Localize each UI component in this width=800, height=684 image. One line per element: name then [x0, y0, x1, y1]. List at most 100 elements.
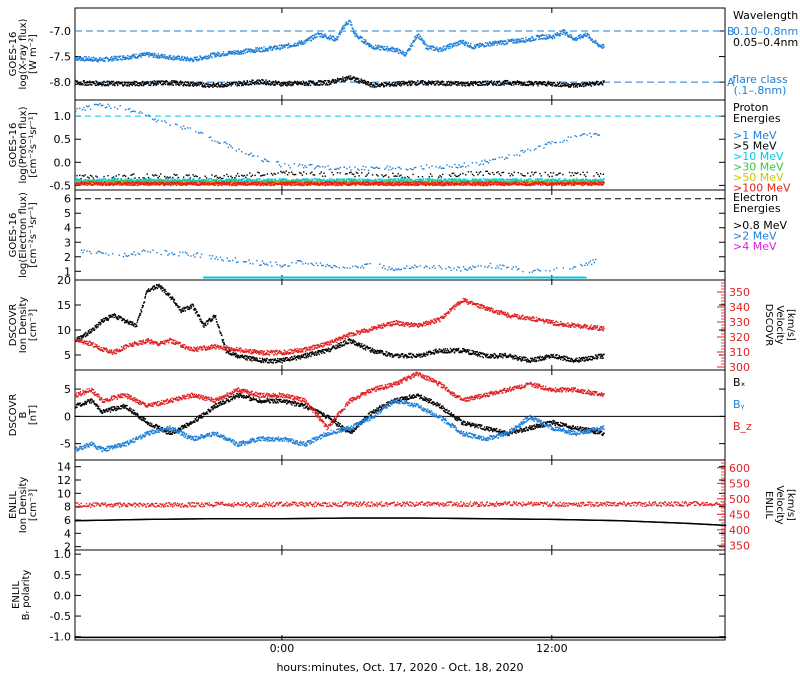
data-point-xray [369, 43, 370, 44]
data-point-xray [254, 49, 255, 50]
data-point-xray [356, 34, 357, 35]
data-point-proton [473, 175, 474, 176]
data-point-proton [492, 159, 493, 160]
data-point-xray [103, 81, 104, 82]
data-point-xray [374, 85, 375, 86]
data-point-xray [590, 38, 591, 39]
data-point-proton [182, 128, 183, 129]
data-point-xray [147, 81, 148, 82]
data-point-proton [353, 178, 354, 179]
data-point-xray [94, 83, 95, 84]
data-point-xray [115, 82, 116, 83]
data-point-proton [371, 179, 372, 180]
data-point-xray [96, 85, 97, 86]
data-point-xray [431, 48, 432, 49]
data-point-xray [496, 85, 497, 86]
data-point-proton [366, 174, 367, 175]
data-point-proton [118, 174, 119, 175]
data-point-proton [126, 180, 127, 181]
data-point-xray [160, 82, 161, 83]
data-point-xray [288, 43, 289, 44]
data-point-xray [507, 80, 508, 81]
data-point-xray [573, 86, 574, 87]
data-point-proton [150, 179, 151, 180]
data-point-proton [133, 173, 134, 174]
data-point-xray [543, 35, 544, 36]
data-point-proton [596, 133, 597, 134]
data-point-xray [212, 86, 213, 87]
data-point-proton [152, 119, 153, 120]
data-point-xray [391, 47, 392, 48]
data-point-xray [124, 84, 125, 85]
data-point-xray [389, 50, 390, 51]
data-point-xray [589, 82, 590, 83]
data-point-xray [489, 82, 490, 83]
data-point-proton [382, 178, 383, 179]
data-point-proton [372, 167, 373, 168]
data-point-xray [502, 42, 503, 43]
data-point-proton [311, 164, 312, 165]
data-point-xray [397, 81, 398, 82]
data-point-xray [190, 59, 191, 60]
data-point-xray [544, 35, 545, 36]
data-point-proton [441, 176, 442, 177]
data-point-xray [171, 80, 172, 81]
data-point-xray [111, 83, 112, 84]
data-point-xray [196, 56, 197, 57]
data-point-proton [410, 168, 411, 169]
data-point-xray [260, 80, 261, 81]
data-point-xray [331, 82, 332, 83]
data-point-xray [430, 48, 431, 49]
data-point-proton [230, 145, 231, 146]
data-point-proton [431, 176, 432, 177]
data-point-proton [514, 172, 515, 173]
data-point-proton [236, 150, 237, 151]
data-point-proton [573, 175, 574, 176]
data-point-proton [337, 172, 338, 173]
data-point-xray [350, 22, 351, 23]
data-point-xray [588, 84, 589, 85]
data-point-proton [246, 174, 247, 175]
data-point-xray [114, 83, 115, 84]
data-point-xray [522, 82, 523, 83]
data-point-proton [584, 174, 585, 175]
data-point-proton [532, 174, 533, 175]
data-point-xray [255, 47, 256, 48]
data-point-xray [254, 84, 255, 85]
data-point-proton [125, 175, 126, 176]
data-point-xray [452, 81, 453, 82]
data-point-xray [446, 81, 447, 82]
data-point-xray [378, 47, 379, 48]
data-point-proton [89, 178, 90, 179]
data-point-proton [349, 166, 350, 167]
data-point-xray [437, 83, 438, 84]
data-point-proton [527, 149, 528, 150]
data-point-xray [458, 81, 459, 82]
data-point-proton [388, 176, 389, 177]
data-point-proton [156, 175, 157, 176]
data-point-proton [199, 132, 200, 133]
data-point-xray [538, 83, 539, 84]
data-point-xray [213, 54, 214, 55]
data-point-proton [249, 172, 250, 173]
data-point-proton [306, 167, 307, 168]
data-point-xray [88, 60, 89, 61]
data-point-xray [143, 84, 144, 85]
data-point-xray [161, 56, 162, 57]
data-point-proton [368, 170, 369, 171]
data-point-proton [542, 178, 543, 179]
data-point-xray [85, 84, 86, 85]
data-point-xray [423, 41, 424, 42]
data-point-proton [176, 124, 177, 125]
data-point-proton [396, 176, 397, 177]
data-point-xray [365, 40, 366, 41]
data-point-proton [160, 178, 161, 179]
data-point-xray [259, 47, 260, 48]
data-point-proton [577, 178, 578, 179]
data-point-xray [118, 59, 119, 60]
data-point-xray [449, 46, 450, 47]
data-point-xray [97, 59, 98, 60]
data-point-proton [553, 172, 554, 173]
data-point-xray [107, 81, 108, 82]
data-point-xray [448, 81, 449, 82]
